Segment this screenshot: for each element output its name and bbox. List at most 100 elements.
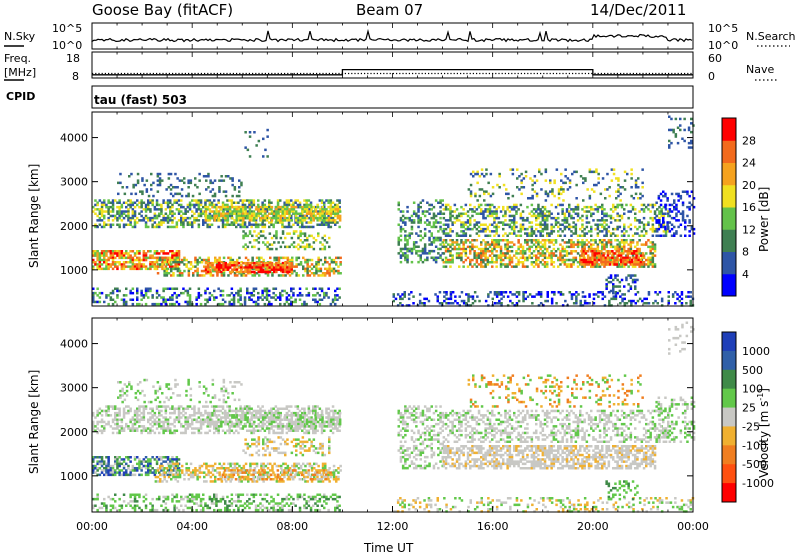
radar-cell bbox=[634, 208, 637, 211]
radar-cell bbox=[619, 199, 622, 202]
radar-cell bbox=[561, 293, 565, 296]
radar-cell bbox=[620, 241, 624, 244]
radar-cell bbox=[250, 261, 254, 265]
radar-cell bbox=[118, 261, 121, 264]
radar-cell bbox=[515, 225, 518, 229]
radar-cell bbox=[294, 210, 298, 213]
radar-cell bbox=[173, 256, 176, 260]
radar-cell bbox=[287, 203, 291, 207]
radar-cell bbox=[297, 234, 300, 238]
radar-cell bbox=[98, 216, 102, 220]
radar-cell bbox=[458, 243, 461, 246]
radar-cell bbox=[634, 186, 638, 189]
radar-cell bbox=[603, 221, 606, 224]
radar-cell bbox=[445, 291, 448, 294]
radar-cell bbox=[120, 252, 124, 255]
radar-cell bbox=[144, 265, 148, 268]
radar-cell bbox=[156, 172, 160, 176]
radar-cell bbox=[282, 256, 285, 260]
radar-cell bbox=[449, 227, 452, 231]
radar-cell bbox=[549, 190, 552, 193]
radar-cell bbox=[517, 263, 520, 266]
radar-cell bbox=[636, 241, 639, 244]
radar-cell bbox=[408, 249, 411, 253]
radar-cell bbox=[616, 243, 619, 246]
radar-cell bbox=[290, 219, 293, 222]
radar-cell bbox=[635, 250, 638, 253]
radar-cell bbox=[466, 265, 470, 268]
radar-cell bbox=[540, 172, 543, 176]
radar-cell bbox=[633, 263, 636, 266]
radar-cell bbox=[667, 299, 670, 303]
radar-cell bbox=[114, 250, 117, 253]
radar-cell bbox=[417, 216, 420, 220]
radar-cell bbox=[209, 181, 212, 185]
radar-cell bbox=[253, 264, 256, 267]
radar-cell bbox=[122, 212, 126, 215]
radar-cell bbox=[120, 205, 124, 209]
radar-cell bbox=[670, 227, 674, 231]
radar-cell bbox=[528, 221, 531, 224]
radar-cell bbox=[675, 214, 678, 218]
radar-cell bbox=[408, 234, 411, 237]
radar-cell bbox=[320, 201, 324, 204]
radar-cell bbox=[598, 241, 602, 244]
radar-cell bbox=[464, 241, 468, 244]
radar-cell bbox=[519, 216, 523, 220]
radar-cell bbox=[259, 230, 263, 233]
radar-cell bbox=[432, 238, 436, 242]
radar-cell bbox=[647, 221, 650, 224]
radar-cell bbox=[526, 227, 529, 231]
radar-cell bbox=[259, 266, 263, 269]
radar-cell bbox=[539, 241, 542, 244]
radar-cell bbox=[285, 291, 289, 295]
radar-cell bbox=[194, 269, 197, 273]
radar-cell bbox=[220, 179, 223, 182]
radar-cell bbox=[282, 274, 285, 277]
radar-cell bbox=[170, 267, 173, 271]
radar-cell bbox=[559, 256, 562, 260]
radar-cell bbox=[480, 172, 484, 176]
radar-cell bbox=[270, 205, 274, 209]
radar-cell bbox=[116, 294, 119, 297]
radar-cell bbox=[442, 227, 446, 231]
radar-cell bbox=[572, 245, 575, 249]
radar-cell bbox=[597, 291, 600, 294]
radar-cell bbox=[444, 245, 448, 249]
radar-cell bbox=[592, 265, 595, 268]
radar-cell bbox=[677, 210, 680, 213]
radar-cell bbox=[199, 302, 203, 306]
radar-cell bbox=[602, 252, 605, 255]
radar-cell bbox=[610, 304, 613, 307]
radar-cell bbox=[298, 291, 302, 295]
radar-cell bbox=[270, 243, 274, 246]
radar-cell bbox=[583, 295, 587, 298]
radar-cell bbox=[583, 252, 586, 255]
radar-cell bbox=[133, 225, 137, 229]
radar-cell bbox=[169, 298, 172, 301]
radar-cell bbox=[544, 192, 548, 196]
radar-cell bbox=[206, 266, 210, 269]
radar-cell bbox=[228, 300, 231, 304]
radar-cell bbox=[209, 268, 212, 271]
radar-cell bbox=[681, 201, 685, 204]
radar-cell bbox=[530, 227, 534, 231]
radar-cell bbox=[562, 188, 565, 191]
radar-cell bbox=[491, 261, 494, 264]
radar-cell bbox=[284, 236, 287, 240]
radar-cell bbox=[634, 216, 637, 220]
radar-cell bbox=[679, 124, 682, 127]
radar-cell bbox=[513, 208, 516, 211]
radar-cell bbox=[188, 302, 192, 306]
radar-cell bbox=[458, 265, 461, 268]
radar-cell bbox=[590, 188, 594, 191]
radar-cell bbox=[596, 263, 600, 266]
radar-cell bbox=[513, 254, 516, 257]
radar-cell bbox=[237, 300, 240, 304]
radar-cell bbox=[590, 205, 593, 209]
radar-cell bbox=[543, 216, 547, 220]
radar-cell bbox=[194, 177, 197, 180]
radar-cell bbox=[92, 287, 95, 290]
radar-cell bbox=[482, 210, 485, 213]
radar-cell bbox=[486, 250, 490, 253]
